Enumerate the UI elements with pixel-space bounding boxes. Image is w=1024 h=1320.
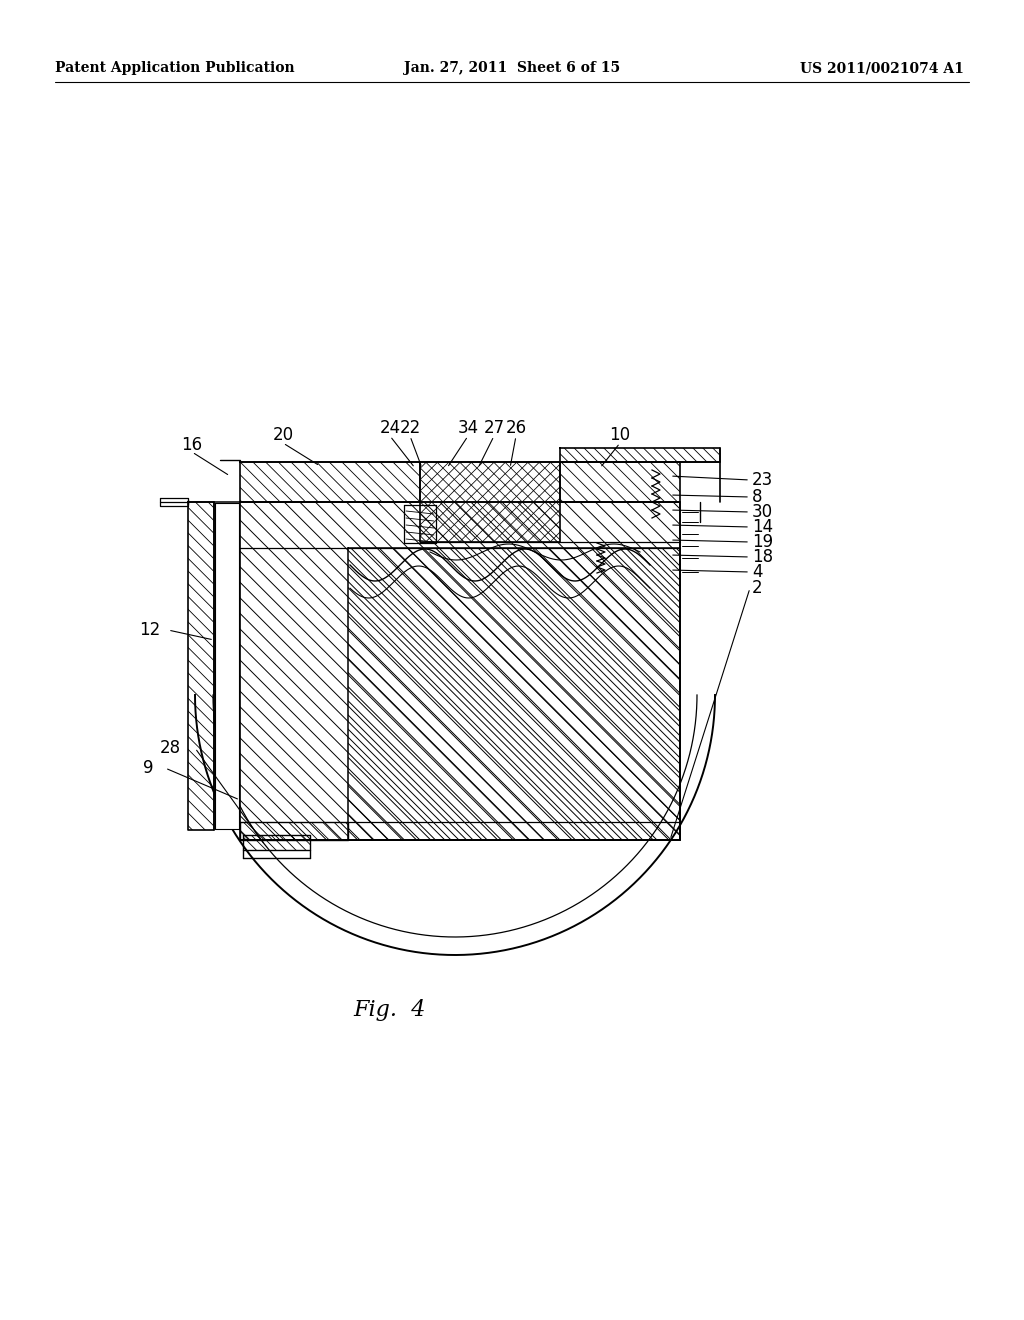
Polygon shape: [215, 503, 239, 829]
Text: 8: 8: [752, 488, 763, 506]
Text: 27: 27: [483, 418, 505, 437]
Text: 2: 2: [752, 579, 763, 597]
Text: 34: 34: [458, 418, 478, 437]
Text: 26: 26: [506, 418, 526, 437]
Text: Fig.  4: Fig. 4: [354, 999, 426, 1020]
Text: US 2011/0021074 A1: US 2011/0021074 A1: [800, 61, 964, 75]
Text: Jan. 27, 2011  Sheet 6 of 15: Jan. 27, 2011 Sheet 6 of 15: [403, 61, 621, 75]
Text: 9: 9: [142, 759, 154, 777]
Text: Patent Application Publication: Patent Application Publication: [55, 61, 295, 75]
Text: 4: 4: [752, 564, 763, 581]
Text: 12: 12: [139, 620, 161, 639]
Text: 24: 24: [380, 418, 400, 437]
Text: 18: 18: [752, 548, 773, 566]
Text: 23: 23: [752, 471, 773, 488]
Text: 14: 14: [752, 517, 773, 536]
Text: 30: 30: [752, 503, 773, 521]
Text: 22: 22: [399, 418, 421, 437]
Text: 28: 28: [160, 739, 180, 756]
Text: 19: 19: [752, 533, 773, 550]
Text: 16: 16: [181, 436, 203, 454]
Text: 10: 10: [609, 426, 631, 444]
Text: 20: 20: [272, 426, 294, 444]
